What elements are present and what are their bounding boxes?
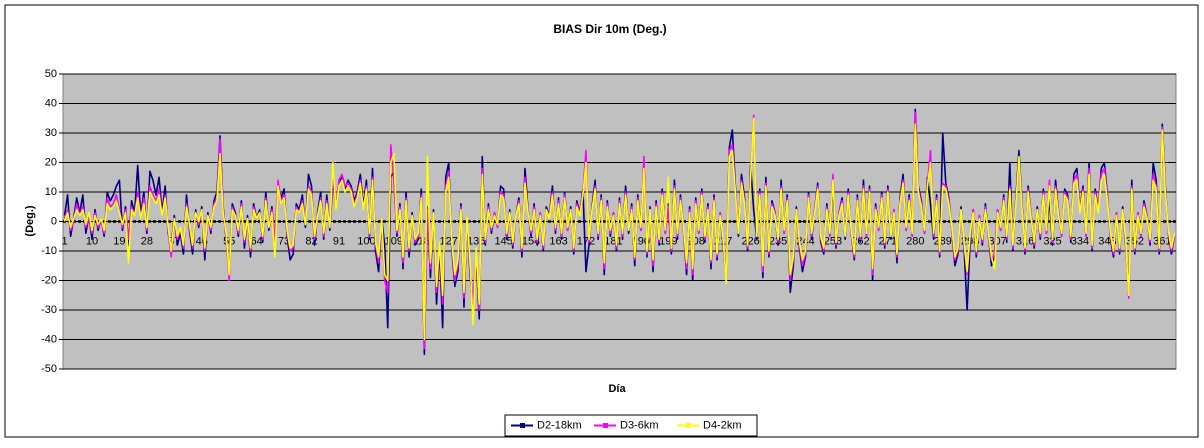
- y-tick-label: 10: [45, 186, 57, 198]
- x-tick-label: 163: [549, 235, 567, 247]
- x-tick-label: 226: [741, 235, 759, 247]
- y-tick-label: -50: [41, 363, 57, 375]
- legend-marker: [686, 423, 691, 428]
- x-tick-label: 28: [141, 235, 153, 247]
- y-tick-label: -10: [41, 245, 57, 257]
- x-tick-label: 181: [604, 235, 622, 247]
- x-tick-label: 271: [879, 235, 897, 247]
- legend-label: D3-6km: [620, 419, 659, 431]
- x-tick-label: 172: [577, 235, 595, 247]
- x-tick-label: 361: [1153, 235, 1171, 247]
- x-tick-label: 64: [251, 235, 263, 247]
- y-axis-title: (Deg.): [24, 205, 36, 237]
- y-tick-label: -20: [41, 274, 57, 286]
- y-tick-label: -30: [41, 304, 57, 316]
- x-tick-label: 19: [113, 235, 125, 247]
- x-tick-label: 127: [440, 235, 458, 247]
- series-line: [63, 117, 1176, 341]
- y-tick-label: -40: [41, 333, 57, 345]
- x-tick-label: 10: [86, 235, 98, 247]
- x-tick-label: 307: [988, 235, 1006, 247]
- y-tick-label: 40: [45, 97, 57, 109]
- legend-marker: [603, 423, 608, 428]
- x-tick-label: 145: [494, 235, 512, 247]
- x-tick-label: 100: [357, 235, 375, 247]
- x-tick-label: 199: [659, 235, 677, 247]
- y-tick-label: 50: [45, 68, 57, 80]
- x-tick-label: 334: [1071, 235, 1089, 247]
- legend-label: D4-2km: [703, 419, 742, 431]
- y-tick-label: 0: [51, 215, 57, 227]
- y-tick-label: 30: [45, 127, 57, 139]
- x-tick-label: 280: [906, 235, 924, 247]
- legend-marker: [520, 423, 525, 428]
- x-tick-label: 154: [522, 235, 540, 247]
- y-tick-label: 20: [45, 156, 57, 168]
- x-tick-label: 1: [61, 235, 67, 247]
- x-tick-label: 289: [934, 235, 952, 247]
- legend-box: [504, 414, 758, 437]
- x-tick-label: 253: [824, 235, 842, 247]
- chart-title: BIAS Dir 10m (Deg.): [553, 22, 666, 36]
- legend-label: D2-18km: [537, 419, 582, 431]
- x-axis-title: Día: [608, 383, 626, 395]
- x-tick-label: 91: [333, 235, 345, 247]
- x-tick-label: 208: [687, 235, 705, 247]
- x-tick-label: 55: [223, 235, 235, 247]
- x-tick-label: 109: [385, 235, 403, 247]
